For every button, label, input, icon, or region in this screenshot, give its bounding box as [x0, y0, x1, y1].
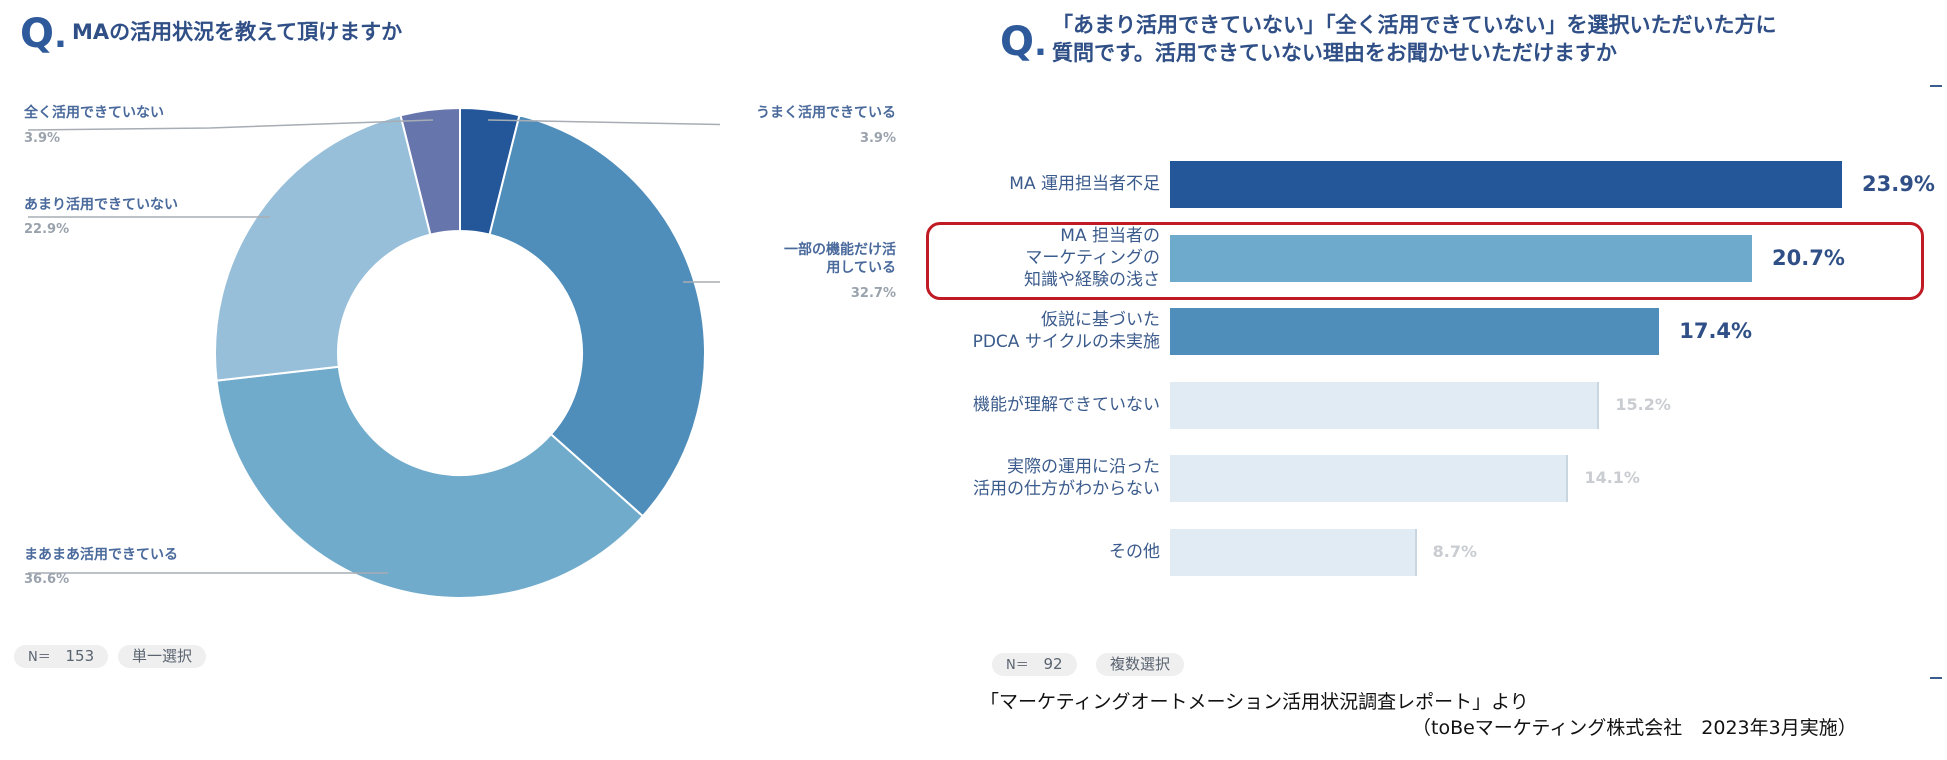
bar-category-3: 機能が理解できていない [840, 394, 1160, 416]
edge-tick-top [1930, 85, 1942, 87]
bar-category-3-line-0: 機能が理解できていない [973, 395, 1160, 415]
donut-chart [27, 106, 720, 599]
slice-label-ichibu-text: 一部の機能だけ活用している [784, 242, 896, 276]
right-question-line2: 質問です。活用できていない理由をお聞かせいただけますか [1052, 41, 1617, 65]
slice-pct-maamaa: 36.6% [24, 572, 70, 587]
bar-3 [1170, 381, 1600, 429]
bar-value-0: 23.9% [1862, 172, 1935, 196]
bar-category-1-line-2: 知識や経験の浅さ [1024, 270, 1160, 290]
bar-2 [1170, 307, 1660, 355]
leader-line-3 [487, 119, 720, 126]
slice-label-maamaa: まあまあ活用できている [24, 547, 178, 563]
right-n-value: 92 [1043, 655, 1063, 673]
slice-pct-amari: 22.9% [24, 222, 70, 237]
edge-tick-bottom [1930, 677, 1942, 679]
bar-5 [1170, 528, 1417, 576]
slice-label-ichibu: 一部の機能だけ活用している [700, 241, 896, 277]
slice-label-amari: あまり活用できていない [24, 197, 178, 213]
bar-category-5-line-0: その他 [1109, 542, 1160, 562]
bar-category-5: その他 [840, 541, 1160, 563]
left-selection-pill: 単一選択 [118, 645, 207, 668]
slice-label-umaku: うまく活用できている [756, 105, 896, 121]
bar-category-2-line-1: PDCA サイクルの未実施 [972, 332, 1160, 352]
left-q-mark: Q [20, 14, 67, 54]
right-q-mark: Q [1000, 22, 1047, 62]
highlight-box [926, 222, 1924, 300]
left-question-title: MAの活用状況を教えて頂けますか [72, 20, 403, 44]
left-n-pill: N＝ 153 [14, 645, 109, 668]
bar-value-5: 8.7% [1432, 542, 1477, 561]
bar-1 [1170, 234, 1753, 282]
slice-pct-ichibu: 32.7% [850, 286, 896, 301]
source-line1: 「マーケティングオートメーション活用状況調査レポート」より [980, 691, 1529, 713]
leader-line-0 [27, 119, 434, 131]
right-n-label: N＝ [1006, 658, 1029, 673]
right-question-line1: 「あまり活用できていない」「全く活用できていない」を選択いただいた方に [1052, 13, 1777, 37]
source-line2: （toBeマーケティング株式会社 2023年3月実施） [1412, 717, 1857, 739]
bar-category-0-line-0: MA 運用担当者不足 [1009, 174, 1160, 194]
bar-value-4: 14.1% [1584, 468, 1640, 487]
slice-pct-zenku: 3.9% [24, 131, 61, 146]
bar-4 [1170, 454, 1569, 502]
bar-category-2-line-0: 仮説に基づいた [1041, 310, 1160, 330]
bar-category-4-line-0: 実際の運用に沿った [1007, 457, 1160, 477]
left-n-label: N＝ [28, 650, 51, 665]
left-n-value: 153 [65, 647, 95, 665]
donut-slice-1 [488, 114, 706, 518]
bar-value-3: 15.2% [1615, 395, 1671, 414]
slice-pct-umaku: 3.9% [859, 131, 896, 146]
bar-0 [1170, 160, 1842, 208]
slice-label-zenku: 全く活用できていない [24, 105, 164, 121]
bar-category-1: MA 担当者の マーケティングの 知識や経験の浅さ [840, 225, 1160, 291]
bar-value-2: 17.4% [1679, 319, 1753, 343]
donut-slice-4 [399, 106, 461, 236]
bar-category-1-line-0: MA 担当者の [1060, 226, 1160, 246]
donut-slice-2 [215, 365, 645, 599]
bar-category-4: 実際の運用に沿った 活用の仕方がわからない [840, 456, 1160, 500]
right-selection-pill: 複数選択 [1096, 653, 1185, 676]
bar-category-0: MA 運用担当者不足 [840, 173, 1160, 195]
bar-category-2: 仮説に基づいた PDCA サイクルの未実施 [840, 309, 1160, 353]
bar-category-4-line-1: 活用の仕方がわからない [973, 479, 1160, 499]
right-n-pill: N＝ 92 [992, 653, 1077, 676]
bar-category-1-line-1: マーケティングの [1025, 248, 1160, 268]
bar-value-1: 20.7% [1772, 246, 1845, 270]
